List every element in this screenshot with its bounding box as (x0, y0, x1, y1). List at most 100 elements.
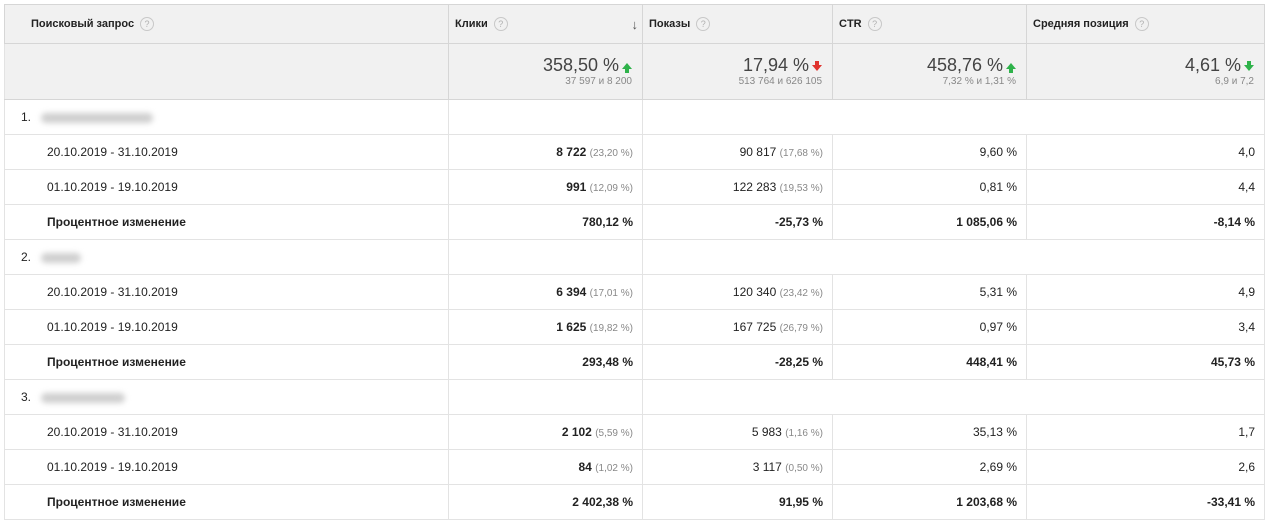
position-cell: 4,9 (1026, 274, 1265, 310)
ctr-cell: 35,13 % (832, 414, 1027, 450)
percent-change-row: Процентное изменение 2 402,38 % 91,95 % … (4, 484, 1265, 520)
query-index: 3. (21, 390, 32, 404)
empty-cell (448, 239, 643, 275)
position-change: -33,41 % (1026, 484, 1265, 520)
column-header-position[interactable]: Средняя позиция? (1026, 4, 1265, 44)
empty-cell (642, 379, 1265, 415)
empty-cell (642, 99, 1265, 135)
impressions-change: -25,73 % (642, 204, 833, 240)
query-group-row[interactable]: 2. (4, 239, 1265, 275)
query-group-row[interactable]: 1. (4, 99, 1265, 135)
summary-ctr-compare: 7,32 % и 1,31 % (942, 76, 1016, 87)
column-header-ctr[interactable]: CTR? (832, 4, 1027, 44)
impressions-cell: 122 283 (19,53 %) (642, 169, 833, 205)
blurred-query-text (41, 252, 82, 263)
position-cell: 3,4 (1026, 309, 1265, 345)
summary-impressions-compare: 513 764 и 626 105 (738, 76, 822, 87)
impressions-cell: 167 725 (26,79 %) (642, 309, 833, 345)
impressions-change: -28,25 % (642, 344, 833, 380)
help-icon[interactable]: ? (696, 17, 711, 31)
period-label: 01.10.2019 - 19.10.2019 (4, 449, 449, 485)
summary-row: 358,50 % 37 597 и 8 200 17,94 % 513 764 … (4, 43, 1265, 100)
ctr-cell: 2,69 % (832, 449, 1027, 485)
ctr-cell: 0,97 % (832, 309, 1027, 345)
query-group-row[interactable]: 3. (4, 379, 1265, 415)
summary-position: 4,61 % 6,9 и 7,2 (1026, 43, 1265, 100)
summary-position-compare: 6,9 и 7,2 (1215, 76, 1254, 87)
table-row: 01.10.2019 - 19.10.2019 1 625 (19,82 %) … (4, 309, 1265, 345)
period-label: 20.10.2019 - 31.10.2019 (4, 134, 449, 170)
period-label: 20.10.2019 - 31.10.2019 (4, 274, 449, 310)
table-row: 01.10.2019 - 19.10.2019 84 (1,02 %) 3 11… (4, 449, 1265, 485)
ctr-cell: 9,60 % (832, 134, 1027, 170)
position-change: -8,14 % (1026, 204, 1265, 240)
help-icon[interactable]: ? (493, 17, 508, 31)
query-cell[interactable]: 2. (4, 239, 449, 275)
summary-clicks-value: 358,50 % (542, 55, 619, 75)
clicks-change: 293,48 % (448, 344, 643, 380)
help-icon[interactable]: ? (140, 17, 155, 31)
position-change: 45,73 % (1026, 344, 1265, 380)
table-row: 20.10.2019 - 31.10.2019 2 102 (5,59 %) 5… (4, 414, 1265, 450)
change-label: Процентное изменение (4, 344, 449, 380)
trend-up-icon (622, 63, 632, 73)
clicks-change: 780,12 % (448, 204, 643, 240)
blurred-query-text (41, 112, 154, 123)
ctr-change: 448,41 % (832, 344, 1027, 380)
period-label: 01.10.2019 - 19.10.2019 (4, 309, 449, 345)
column-header-impressions[interactable]: Показы? (642, 4, 833, 44)
period-label: 01.10.2019 - 19.10.2019 (4, 169, 449, 205)
table-row: 20.10.2019 - 31.10.2019 8 722 (23,20 %) … (4, 134, 1265, 170)
impressions-cell: 120 340 (23,42 %) (642, 274, 833, 310)
percent-change-row: Процентное изменение 780,12 % -25,73 % 1… (4, 204, 1265, 240)
impressions-cell: 3 117 (0,50 %) (642, 449, 833, 485)
blurred-query-text (41, 392, 126, 403)
impressions-cell: 5 983 (1,16 %) (642, 414, 833, 450)
impressions-cell: 90 817 (17,68 %) (642, 134, 833, 170)
summary-clicks: 358,50 % 37 597 и 8 200 (448, 43, 643, 100)
summary-ctr-value: 458,76 % (926, 55, 1003, 75)
clicks-cell: 8 722 (23,20 %) (448, 134, 643, 170)
summary-clicks-compare: 37 597 и 8 200 (565, 76, 632, 87)
query-index: 2. (21, 250, 32, 264)
empty-cell (642, 239, 1265, 275)
summary-ctr: 458,76 % 7,32 % и 1,31 % (832, 43, 1027, 100)
position-cell: 2,6 (1026, 449, 1265, 485)
column-header-query[interactable]: Поисковый запрос? (4, 4, 449, 44)
trend-down-icon (1244, 61, 1254, 71)
ctr-cell: 5,31 % (832, 274, 1027, 310)
header-row: Поисковый запрос? Клики? ↓ Показы? CTR? С… (4, 4, 1265, 44)
position-cell: 1,7 (1026, 414, 1265, 450)
empty-cell (448, 99, 643, 135)
query-index: 1. (21, 110, 32, 124)
column-header-clicks[interactable]: Клики? ↓ (448, 4, 643, 44)
ctr-change: 1 203,68 % (832, 484, 1027, 520)
clicks-cell: 6 394 (17,01 %) (448, 274, 643, 310)
percent-change-row: Процентное изменение 293,48 % -28,25 % 4… (4, 344, 1265, 380)
search-queries-table: Поисковый запрос? Клики? ↓ Показы? CTR? С… (4, 4, 1265, 520)
help-icon[interactable]: ? (1134, 17, 1149, 31)
help-icon[interactable]: ? (867, 17, 882, 31)
clicks-cell: 84 (1,02 %) (448, 449, 643, 485)
summary-impressions: 17,94 % 513 764 и 626 105 (642, 43, 833, 100)
ctr-cell: 0,81 % (832, 169, 1027, 205)
empty-cell (448, 379, 643, 415)
query-cell[interactable]: 1. (4, 99, 449, 135)
table-row: 20.10.2019 - 31.10.2019 6 394 (17,01 %) … (4, 274, 1265, 310)
clicks-cell: 2 102 (5,59 %) (448, 414, 643, 450)
position-cell: 4,0 (1026, 134, 1265, 170)
trend-down-icon (812, 61, 822, 71)
change-label: Процентное изменение (4, 484, 449, 520)
query-cell[interactable]: 3. (4, 379, 449, 415)
table-row: 01.10.2019 - 19.10.2019 991 (12,09 %) 12… (4, 169, 1265, 205)
impressions-change: 91,95 % (642, 484, 833, 520)
summary-impressions-value: 17,94 % (742, 55, 809, 75)
clicks-cell: 1 625 (19,82 %) (448, 309, 643, 345)
ctr-change: 1 085,06 % (832, 204, 1027, 240)
summary-empty-cell (4, 43, 449, 100)
period-label: 20.10.2019 - 31.10.2019 (4, 414, 449, 450)
sort-arrow-down-icon[interactable]: ↓ (631, 17, 639, 32)
trend-up-icon (1006, 63, 1016, 73)
clicks-change: 2 402,38 % (448, 484, 643, 520)
change-label: Процентное изменение (4, 204, 449, 240)
